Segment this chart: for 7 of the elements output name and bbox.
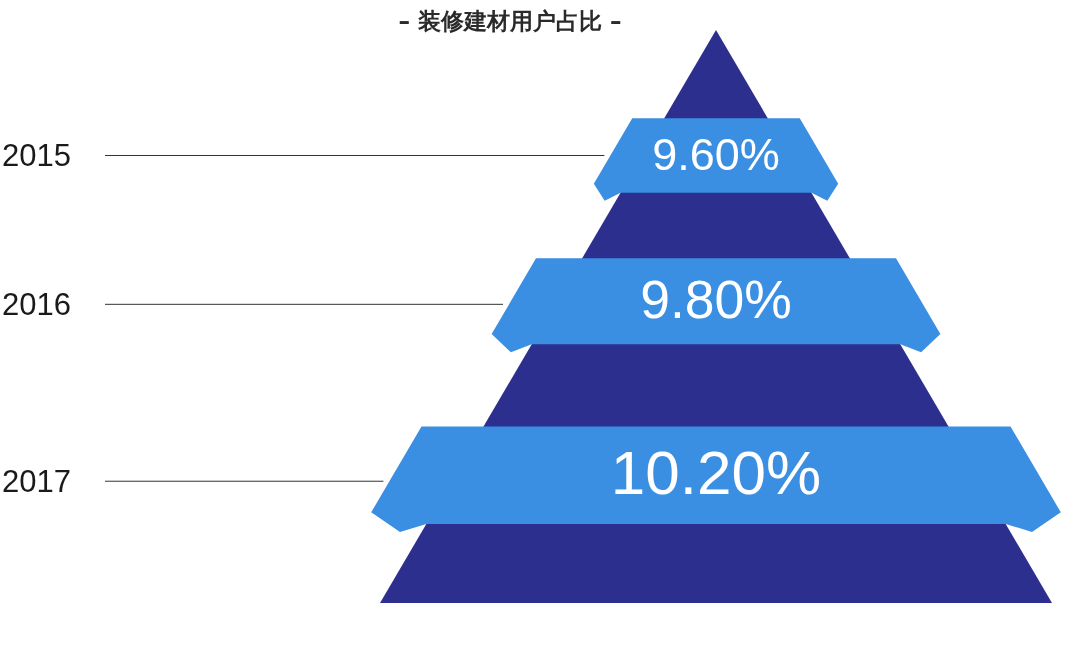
category-label: 2015 [2, 138, 71, 174]
data-label: 9.80% [640, 270, 792, 330]
category-label: 2017 [2, 463, 71, 499]
data-label: 10.20% [610, 438, 822, 508]
text: – 装修建材用户占比 – [397, 7, 623, 36]
data-label: 9.60% [652, 128, 780, 180]
category-label: 2016 [2, 286, 71, 322]
